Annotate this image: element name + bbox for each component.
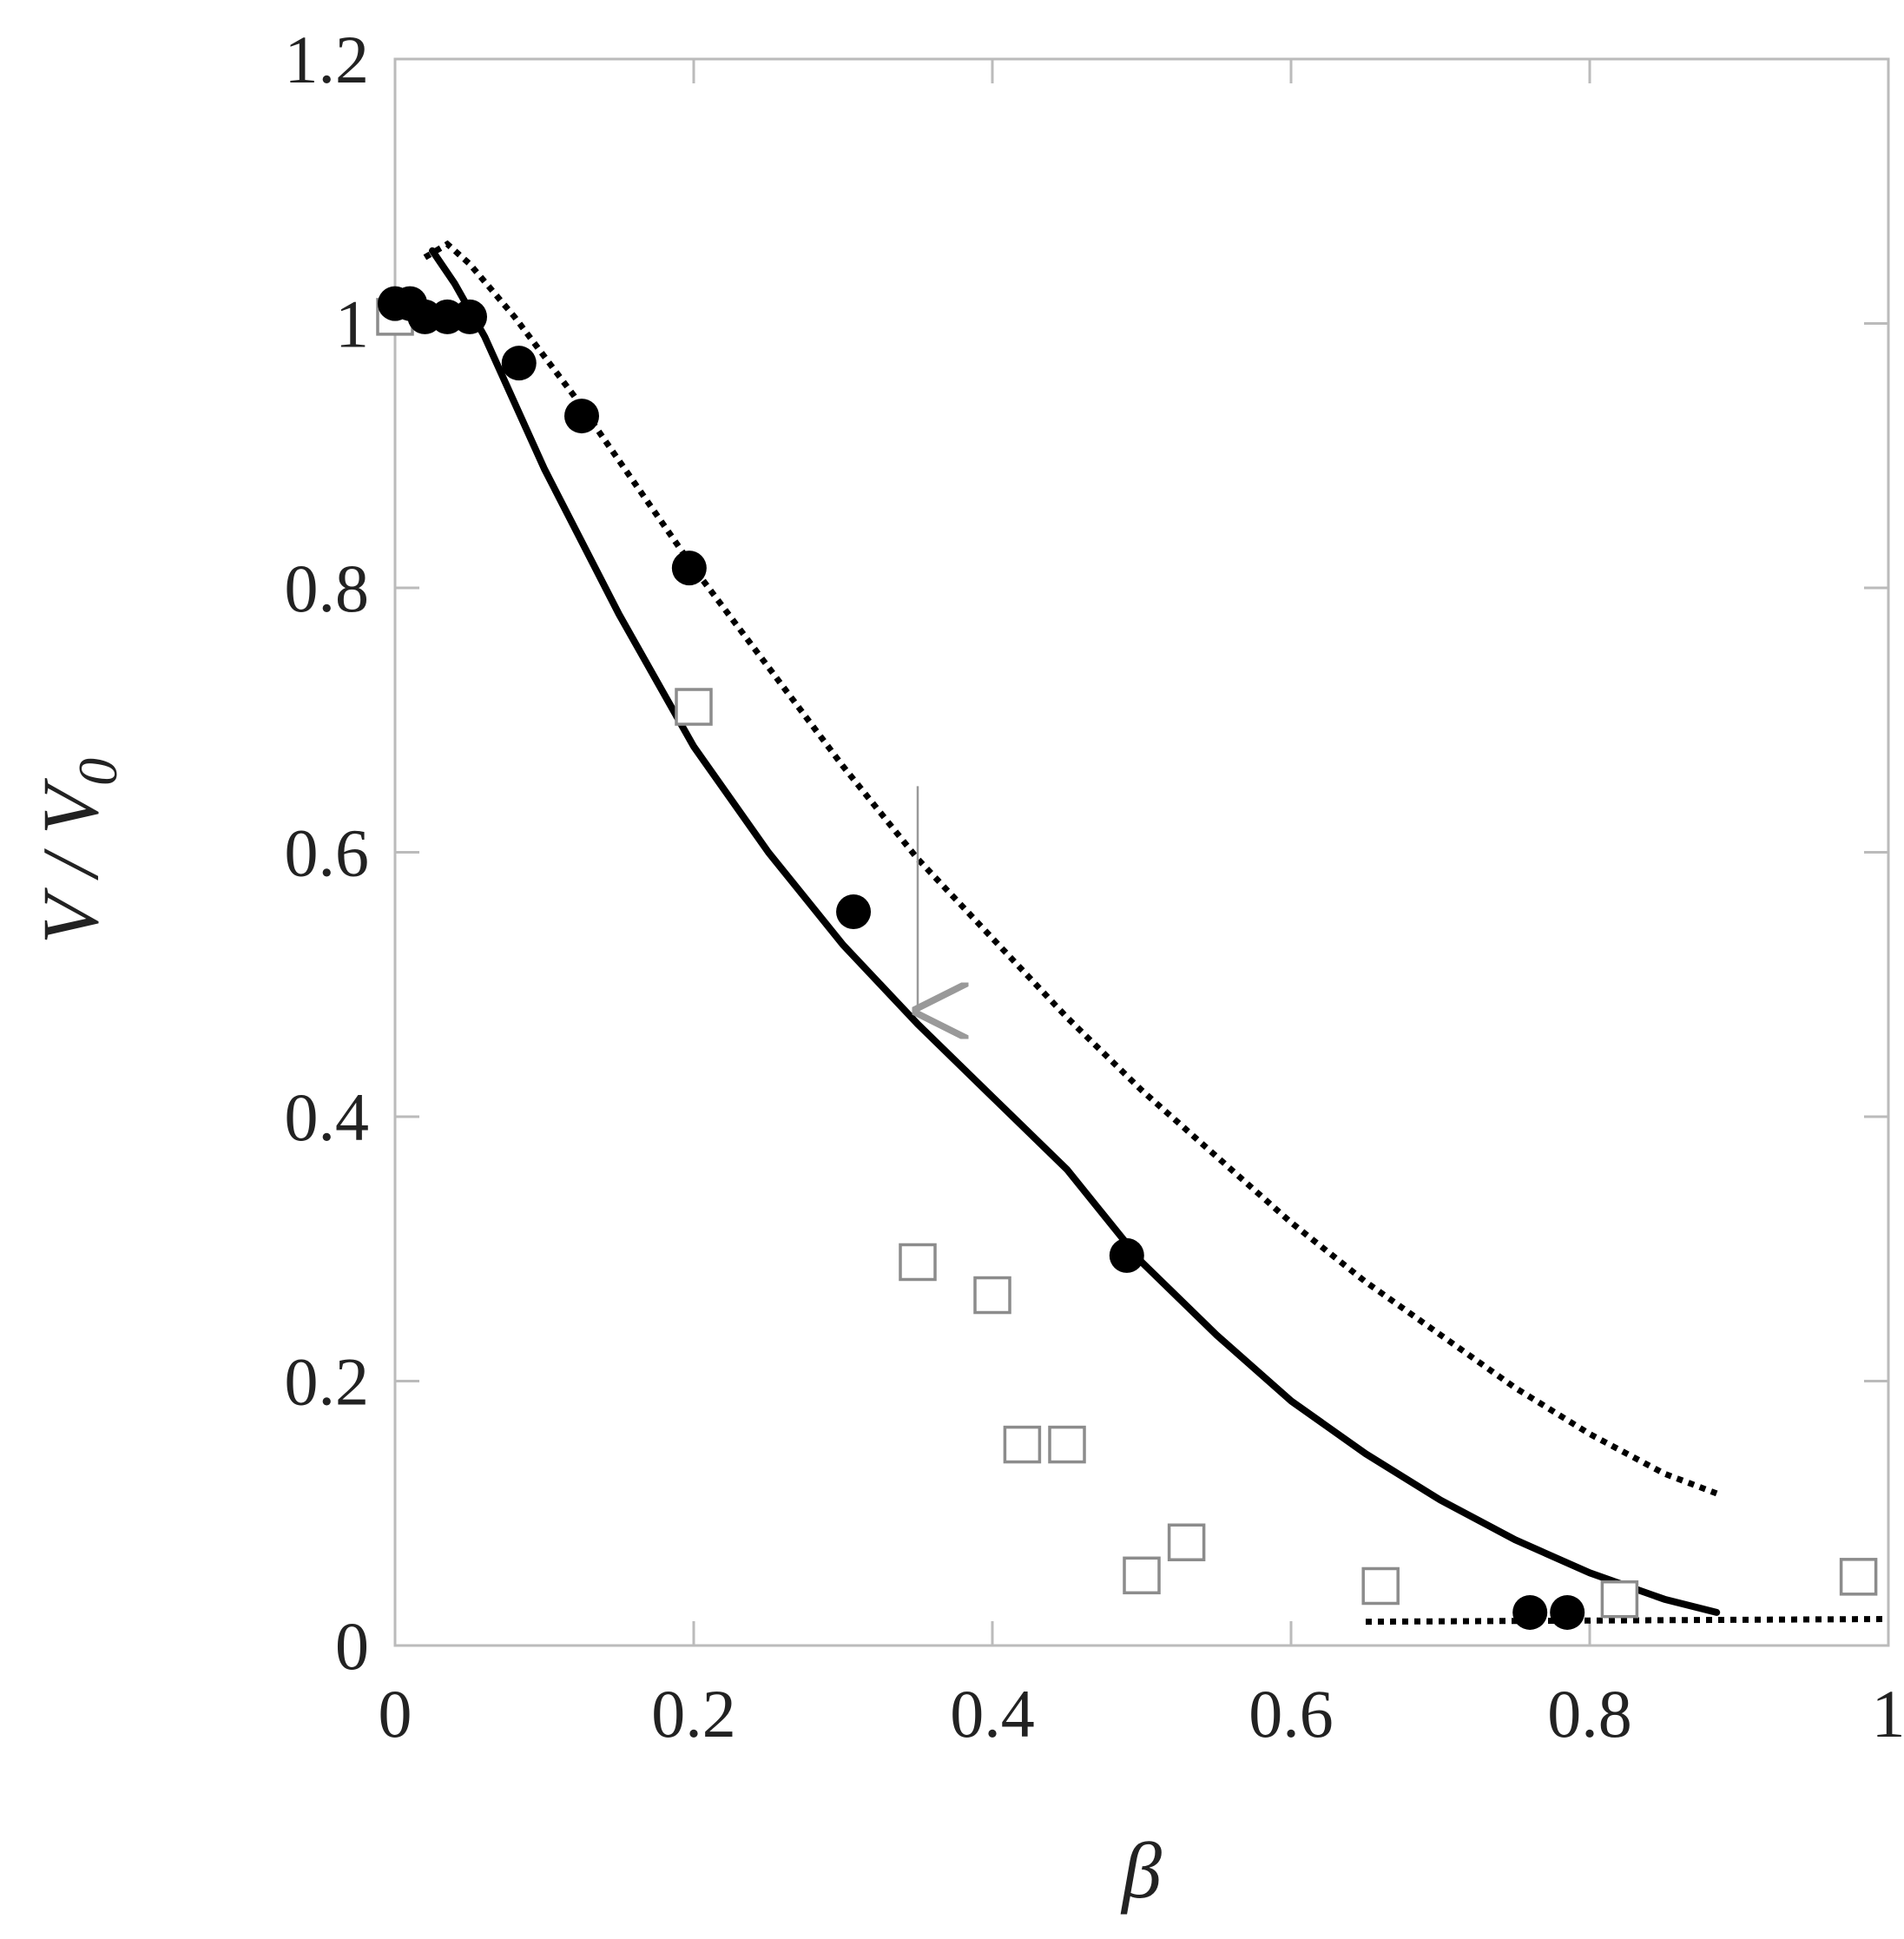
x-tick-label: 1 bbox=[1872, 1676, 1904, 1751]
filled-circle-point bbox=[501, 346, 537, 381]
open-square-point bbox=[1123, 1556, 1161, 1595]
axis-ticks bbox=[393, 57, 1890, 1647]
open-square-point bbox=[1839, 1558, 1878, 1596]
series-markers bbox=[376, 286, 1878, 1630]
plot-frame bbox=[393, 57, 1890, 1647]
y-axis-label: V / V0 bbox=[26, 758, 128, 944]
x-tick-label: 0.4 bbox=[950, 1676, 1035, 1751]
open-square-point bbox=[1600, 1580, 1639, 1619]
filled-circle-point bbox=[836, 894, 872, 930]
dotted-curve bbox=[423, 240, 1718, 1497]
filled-circle-point bbox=[1109, 1237, 1144, 1273]
open-square-point bbox=[1003, 1425, 1042, 1464]
filled-circle-point bbox=[1550, 1594, 1585, 1630]
filled-circle-point bbox=[564, 399, 599, 434]
open-square-point bbox=[1361, 1566, 1400, 1606]
x-axis-label: β bbox=[1120, 1826, 1162, 1915]
filled-circle-point bbox=[671, 551, 707, 586]
y-axis-label-subscript: 0 bbox=[67, 758, 128, 786]
y-tick-label: 0.8 bbox=[285, 551, 370, 626]
filled-circle-point bbox=[452, 299, 487, 334]
open-square-point bbox=[973, 1276, 1011, 1315]
x-tick-label: 0.2 bbox=[651, 1676, 736, 1751]
open-square-point bbox=[1167, 1523, 1206, 1561]
y-tick-labels: 0 0.2 0.4 0.6 0.8 1 1.2 bbox=[285, 22, 370, 1684]
y-tick-label: 1.2 bbox=[285, 22, 370, 97]
y-axis-label-main: V / V bbox=[26, 777, 115, 944]
x-tick-label: 0 bbox=[379, 1676, 412, 1751]
open-square-point bbox=[899, 1243, 937, 1282]
open-square-point bbox=[675, 688, 713, 726]
x-tick-labels: 0 0.2 0.4 0.6 0.8 1 bbox=[379, 1676, 1904, 1751]
y-tick-label: 0.4 bbox=[285, 1079, 370, 1155]
y-tick-label: 0 bbox=[335, 1608, 369, 1684]
x-tick-label: 0.8 bbox=[1547, 1676, 1632, 1751]
x-tick-label: 0.6 bbox=[1248, 1676, 1334, 1751]
filled-circle-point bbox=[1512, 1594, 1548, 1630]
y-tick-label: 0.6 bbox=[285, 815, 370, 891]
solid-curve bbox=[429, 247, 1721, 1616]
y-tick-label: 1 bbox=[335, 287, 369, 362]
dotted-baseline bbox=[1365, 1616, 1889, 1626]
series-lines bbox=[423, 240, 1889, 1626]
open-square-point bbox=[1048, 1425, 1086, 1464]
y-tick-label: 0.2 bbox=[285, 1344, 370, 1420]
